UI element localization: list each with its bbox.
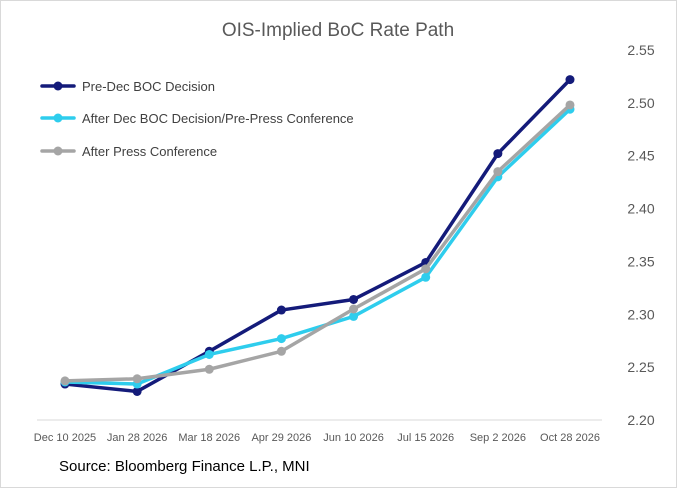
legend-swatch-marker <box>53 146 63 156</box>
x-tick-label: Apr 29 2026 <box>251 432 311 444</box>
data-point <box>349 311 359 321</box>
data-point <box>421 264 431 274</box>
legend-item: Pre-Dec BOC Decision <box>40 79 215 94</box>
data-point <box>565 100 575 110</box>
x-tick-label: Dec 10 2025 <box>34 432 96 444</box>
y-tick-label: 2.40 <box>627 201 654 217</box>
y-tick-label: 2.50 <box>627 95 654 111</box>
data-point <box>349 294 359 304</box>
y-tick-label: 2.30 <box>627 306 654 322</box>
data-point <box>421 272 431 282</box>
legend-label: Pre-Dec BOC Decision <box>82 79 215 94</box>
legend-label: After Dec BOC Decision/Pre-Press Confere… <box>82 111 354 126</box>
y-axis: 2.55 2.50 2.45 2.40 2.35 2.30 2.25 2.20 <box>627 42 654 428</box>
data-point <box>276 305 286 315</box>
series-line <box>63 77 572 394</box>
y-tick-label: 2.35 <box>627 253 654 269</box>
x-tick-label: Jan 28 2026 <box>107 432 168 444</box>
chart-title: OIS-Implied BoC Rate Path <box>222 20 454 41</box>
data-point <box>204 364 214 374</box>
x-tick-label: Oct 28 2026 <box>540 432 600 444</box>
x-tick-label: Sep 2 2026 <box>470 432 526 444</box>
y-tick-label: 2.20 <box>627 412 654 428</box>
x-tick-label: Mar 18 2026 <box>178 432 240 444</box>
data-point <box>60 376 70 386</box>
series-3 <box>60 100 575 386</box>
legend: Pre-Dec BOC Decision After Dec BOC Decisi… <box>40 79 354 159</box>
data-point <box>204 349 214 359</box>
legend-swatch-marker <box>53 113 63 123</box>
data-point <box>132 386 142 396</box>
x-tick-label: Jul 15 2026 <box>397 432 454 444</box>
series-layer <box>60 75 575 396</box>
data-point <box>349 304 359 314</box>
data-point <box>276 334 286 344</box>
legend-label: After Press Conference <box>82 144 217 159</box>
legend-swatch-marker <box>53 81 63 91</box>
x-axis: Dec 10 2025 Jan 28 2026 Mar 18 2026 Apr 29 … <box>34 432 600 444</box>
series-1 <box>60 75 575 396</box>
series-line <box>63 103 572 383</box>
y-tick-label: 2.25 <box>627 359 654 375</box>
data-point <box>276 346 286 356</box>
data-point <box>493 167 503 177</box>
legend-item: After Press Conference <box>40 144 217 159</box>
data-point <box>132 374 142 384</box>
data-point <box>565 75 575 85</box>
y-tick-label: 2.45 <box>627 148 654 164</box>
y-tick-label: 2.55 <box>627 42 654 58</box>
x-tick-label: Jun 10 2026 <box>323 432 384 444</box>
legend-item: After Dec BOC Decision/Pre-Press Confere… <box>40 111 354 126</box>
source-note: Source: Bloomberg Finance L.P., MNI <box>59 458 310 475</box>
series-line <box>63 107 572 386</box>
data-point <box>493 149 503 159</box>
